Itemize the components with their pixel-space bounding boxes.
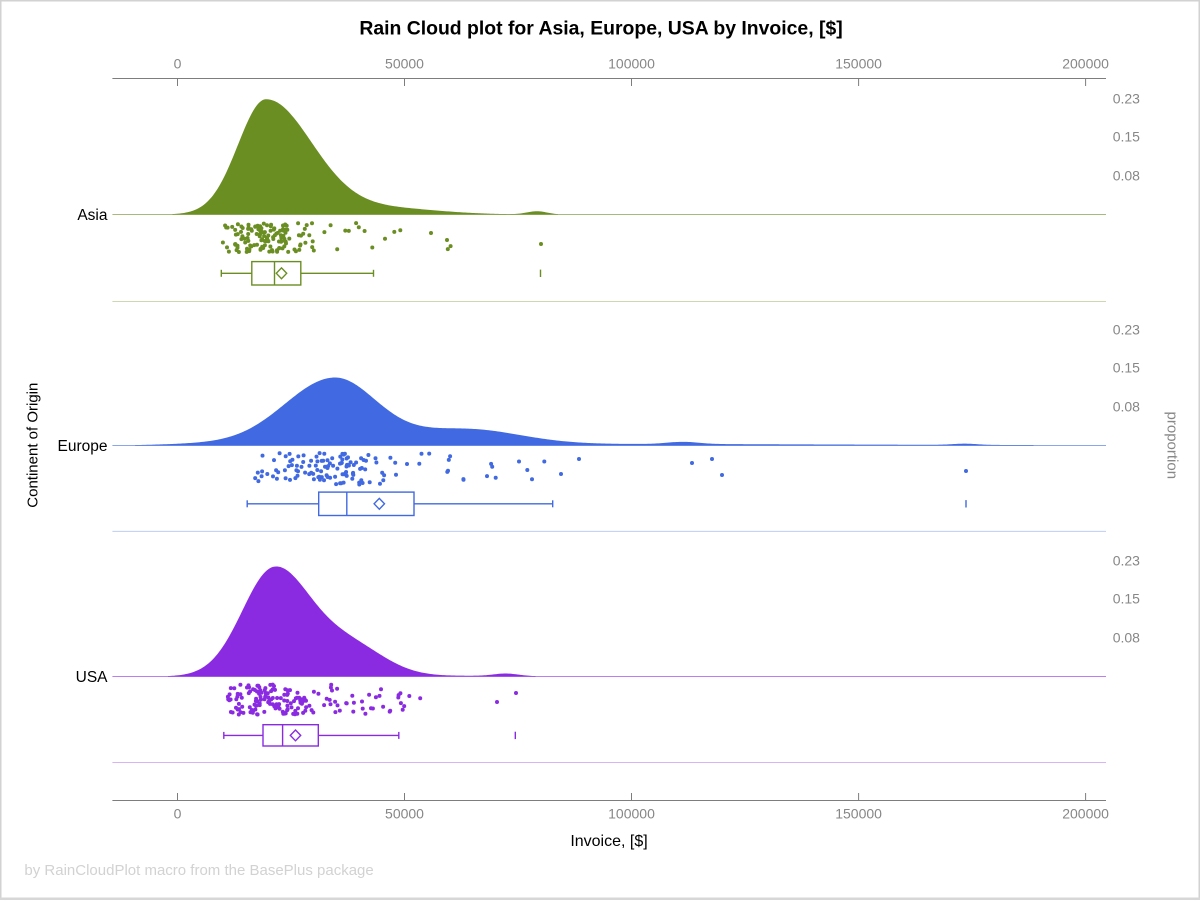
- svg-text:Asia: Asia: [77, 207, 108, 224]
- svg-text:50000: 50000: [385, 55, 424, 71]
- svg-text:by RainCloudPlot macro from th: by RainCloudPlot macro from the BasePlus…: [24, 862, 373, 879]
- svg-text:Continent of Origin: Continent of Origin: [25, 383, 42, 508]
- svg-text:0.15: 0.15: [1113, 129, 1140, 145]
- svg-text:50000: 50000: [385, 805, 424, 821]
- svg-text:0.08: 0.08: [1113, 167, 1140, 183]
- svg-text:proportion: proportion: [1163, 412, 1180, 480]
- svg-text:Europe: Europe: [58, 438, 108, 455]
- svg-text:200000: 200000: [1062, 805, 1109, 821]
- svg-text:0.08: 0.08: [1113, 629, 1140, 645]
- svg-text:0.08: 0.08: [1113, 398, 1140, 414]
- svg-text:0: 0: [174, 805, 182, 821]
- svg-text:150000: 150000: [835, 805, 882, 821]
- svg-text:Rain Cloud plot for Asia, Euro: Rain Cloud plot for Asia, Europe, USA by…: [359, 18, 842, 40]
- svg-text:200000: 200000: [1062, 55, 1109, 71]
- svg-text:USA: USA: [76, 669, 109, 686]
- svg-text:0: 0: [174, 55, 182, 71]
- svg-text:150000: 150000: [835, 55, 882, 71]
- svg-text:0.15: 0.15: [1113, 360, 1140, 376]
- svg-text:Invoice, [$]: Invoice, [$]: [570, 833, 647, 850]
- svg-text:0.23: 0.23: [1113, 90, 1140, 106]
- svg-text:0.23: 0.23: [1113, 552, 1140, 568]
- svg-text:0.15: 0.15: [1113, 591, 1140, 607]
- svg-text:0.23: 0.23: [1113, 321, 1140, 337]
- svg-text:100000: 100000: [608, 55, 655, 71]
- svg-text:100000: 100000: [608, 805, 655, 821]
